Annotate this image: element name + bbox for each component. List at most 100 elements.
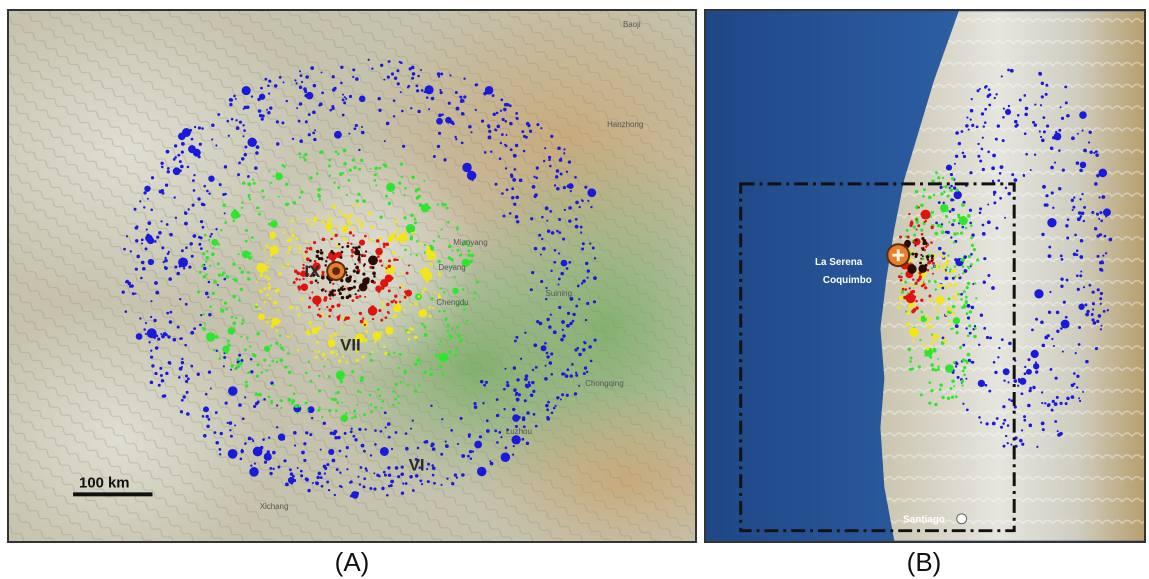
observation-point bbox=[192, 234, 197, 238]
observation-point bbox=[161, 334, 165, 339]
observation-point bbox=[946, 272, 949, 275]
observation-point bbox=[331, 204, 336, 209]
observation-point bbox=[919, 261, 922, 265]
observation-point bbox=[950, 269, 955, 273]
observation-point bbox=[935, 334, 939, 339]
observation-point bbox=[515, 335, 519, 339]
observation-point bbox=[939, 252, 943, 256]
intensity-label-vii: VII bbox=[340, 335, 361, 354]
observation-point bbox=[146, 197, 149, 200]
observation-point bbox=[311, 416, 314, 420]
observation-point bbox=[229, 98, 234, 102]
observation-point bbox=[1081, 193, 1084, 196]
observation-point bbox=[499, 141, 503, 145]
observation-point bbox=[241, 201, 244, 204]
observation-point bbox=[255, 206, 259, 210]
observation-point bbox=[588, 345, 592, 349]
observation-point bbox=[946, 306, 950, 310]
observation-point bbox=[940, 203, 949, 213]
observation-point bbox=[922, 194, 925, 198]
observation-point bbox=[190, 330, 195, 335]
observation-point bbox=[318, 151, 322, 154]
observation-point bbox=[124, 310, 128, 313]
observation-point bbox=[940, 230, 945, 235]
observation-point bbox=[345, 361, 349, 364]
observation-point bbox=[925, 245, 928, 248]
observation-point bbox=[906, 311, 911, 315]
observation-point bbox=[329, 108, 333, 112]
observation-point bbox=[935, 316, 940, 320]
observation-point bbox=[379, 215, 383, 219]
observation-point bbox=[184, 343, 187, 347]
observation-point bbox=[258, 307, 261, 310]
observation-point bbox=[330, 304, 335, 309]
observation-point bbox=[1060, 257, 1064, 261]
observation-point bbox=[471, 178, 474, 182]
observation-point bbox=[305, 240, 309, 244]
observation-point bbox=[361, 355, 365, 359]
observation-point bbox=[327, 339, 336, 348]
observation-point bbox=[203, 233, 207, 237]
observation-point bbox=[205, 332, 216, 342]
observation-point bbox=[1022, 174, 1026, 178]
observation-point bbox=[925, 346, 930, 351]
observation-point bbox=[255, 280, 258, 283]
observation-point bbox=[417, 295, 421, 298]
observation-point bbox=[306, 247, 309, 250]
observation-point bbox=[987, 274, 991, 277]
observation-point bbox=[936, 311, 940, 314]
observation-point bbox=[549, 313, 552, 316]
observation-point bbox=[557, 146, 561, 151]
observation-point bbox=[392, 191, 395, 194]
observation-point bbox=[466, 243, 471, 248]
observation-point bbox=[378, 394, 382, 398]
observation-point bbox=[532, 389, 536, 393]
observation-point bbox=[430, 247, 434, 251]
observation-point bbox=[362, 264, 366, 267]
observation-point bbox=[504, 167, 508, 170]
santiago-marker bbox=[956, 513, 968, 525]
observation-point bbox=[400, 175, 404, 179]
observation-point bbox=[1002, 107, 1005, 110]
observation-point bbox=[206, 189, 209, 193]
observation-point bbox=[1042, 130, 1046, 134]
observation-point bbox=[356, 390, 360, 393]
observation-point bbox=[399, 272, 402, 275]
observation-point bbox=[136, 254, 141, 259]
observation-point bbox=[293, 444, 297, 447]
observation-point bbox=[947, 310, 951, 314]
observation-point bbox=[143, 191, 147, 195]
observation-point bbox=[390, 479, 394, 484]
observation-point bbox=[354, 123, 358, 128]
observation-point bbox=[423, 333, 428, 338]
observation-point bbox=[404, 432, 408, 435]
observation-point bbox=[441, 372, 445, 376]
observation-point bbox=[968, 208, 973, 212]
observation-point bbox=[391, 251, 396, 255]
observation-point bbox=[379, 430, 383, 433]
observation-point bbox=[962, 200, 966, 204]
observation-point bbox=[960, 379, 965, 384]
observation-point bbox=[173, 144, 178, 148]
observation-point bbox=[257, 212, 261, 216]
place-label-chongqing: Chongqing bbox=[585, 379, 623, 388]
observation-point bbox=[591, 246, 595, 250]
observation-point bbox=[375, 184, 378, 187]
observation-point bbox=[130, 284, 134, 288]
observation-point bbox=[1039, 104, 1043, 107]
observation-point bbox=[909, 264, 913, 268]
observation-point bbox=[355, 265, 360, 270]
observation-point bbox=[374, 405, 378, 409]
observation-point bbox=[534, 424, 538, 428]
observation-point bbox=[462, 113, 465, 116]
observation-point bbox=[431, 464, 434, 467]
observation-point bbox=[1007, 381, 1010, 384]
observation-point bbox=[1060, 284, 1064, 288]
observation-point bbox=[263, 358, 267, 362]
observation-point bbox=[448, 256, 452, 260]
observation-point bbox=[270, 253, 273, 257]
observation-point bbox=[255, 151, 259, 155]
observation-point bbox=[460, 141, 464, 145]
observation-point bbox=[1034, 370, 1039, 374]
observation-point bbox=[548, 325, 552, 329]
